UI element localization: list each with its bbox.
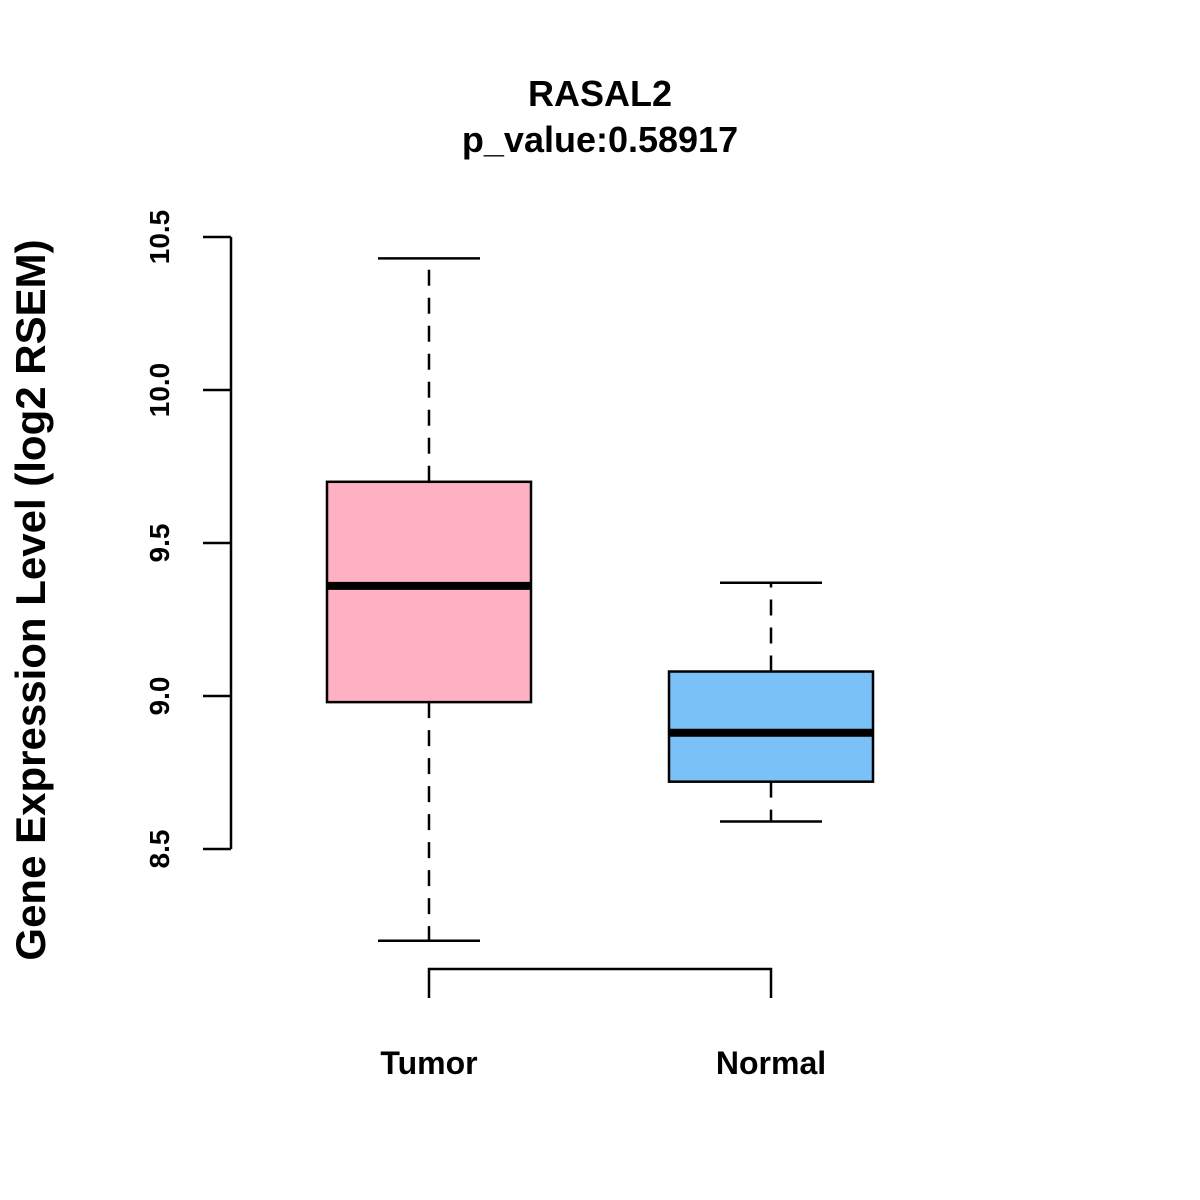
y-axis: 8.5 9.0 9.5 10.0 10.5 (144, 210, 233, 869)
comparison-bracket (427, 967, 773, 998)
iqr-box (325, 480, 533, 704)
y-tick-label: 10.0 (144, 363, 175, 418)
y-tick-label: 9.0 (144, 677, 175, 716)
bracket-line (427, 967, 773, 998)
iqr-box (667, 670, 875, 783)
box-tumor (325, 257, 533, 943)
chart-title: RASAL2 (528, 73, 672, 114)
boxes-group (325, 257, 875, 943)
category-labels: Tumor Normal (380, 1045, 826, 1081)
y-tick-label: 10.5 (144, 210, 175, 265)
y-axis-label: Gene Expression Level (log2 RSEM) (7, 239, 54, 960)
y-tick-label: 8.5 (144, 830, 175, 869)
chart-subtitle: p_value:0.58917 (462, 119, 738, 160)
category-label-normal: Normal (716, 1045, 826, 1081)
category-label-tumor: Tumor (380, 1045, 477, 1081)
y-tick-label: 9.5 (144, 524, 175, 563)
box-normal (667, 581, 875, 823)
